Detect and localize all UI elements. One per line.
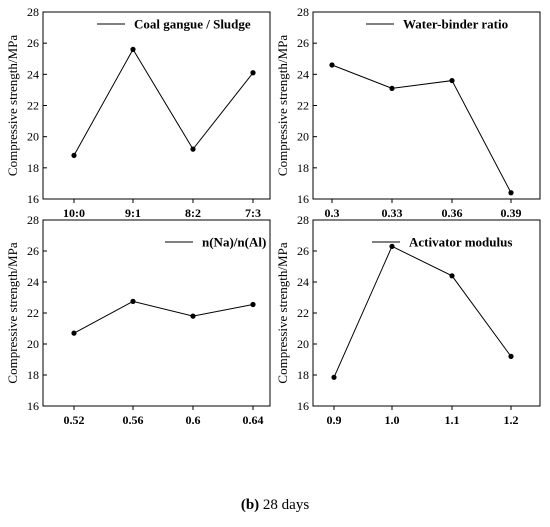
legend-label: Coal gangue / Sludge (134, 17, 251, 32)
x-tick-label: 0.9 (327, 413, 342, 427)
y-tick-label: 22 (27, 306, 39, 320)
series-line (333, 245, 512, 378)
data-point (449, 77, 455, 84)
data-point (389, 243, 395, 249)
plot-frame (42, 11, 271, 200)
data-point (508, 190, 514, 196)
x-tick-label: 0.6 (186, 413, 201, 427)
panel-water-binder-ratio: 16 18 20 22 24 26 28 0.3 0.33 0.36 0.39 Compressive… (275, 5, 541, 220)
y-tick-label: 24 (297, 67, 309, 81)
legend-label: n(Na)/n(Al) (202, 235, 266, 250)
x-tick-label: 0.39 (501, 206, 522, 220)
y-axis-label: Compressive strength/MPa (5, 35, 20, 176)
legend-label: Activator modulus (409, 235, 512, 250)
y-tick-label: 18 (297, 161, 309, 175)
y-axis-label: Compressive strength/MPa (275, 35, 290, 176)
y-tick-label: 22 (297, 99, 309, 113)
x-tick-label: 8:2 (185, 206, 201, 220)
y-axis-label: Compressive strength/MPa (275, 242, 290, 383)
y-tick-label: 16 (297, 192, 309, 206)
figure: 16 18 20 22 24 26 28 10:0 9:1 8:2 7:3 Compressive s… (5, 5, 541, 427)
data-point (389, 85, 395, 91)
y-tick-label: 22 (297, 306, 309, 320)
x-tick-label: 0.33 (382, 206, 403, 220)
data-point (190, 146, 196, 152)
y-tick-label: 28 (297, 213, 309, 227)
y-tick-label: 26 (27, 244, 39, 258)
series-line (73, 48, 254, 156)
caption-text: 28 days (259, 497, 310, 513)
x-tick-label: 0.56 (123, 413, 144, 427)
data-point (190, 313, 196, 319)
data-point (331, 374, 337, 380)
y-tick-label: 24 (297, 275, 309, 289)
figure-caption: (b) 28 days (0, 497, 550, 514)
data-point (250, 301, 256, 308)
x-tick-label: 10:0 (63, 206, 85, 220)
x-tick-label: 1.2 (504, 413, 519, 427)
y-tick-label: 28 (27, 213, 39, 227)
y-tick-label: 24 (27, 275, 39, 289)
data-point (449, 273, 455, 279)
y-tick-label: 18 (27, 368, 39, 382)
data-point (508, 353, 514, 359)
x-tick-label: 0.3 (325, 206, 340, 220)
x-tick-label: 9:1 (125, 206, 141, 220)
x-tick-label: 0.64 (243, 413, 264, 427)
y-tick-label: 20 (27, 130, 39, 144)
data-point (250, 70, 256, 76)
y-tick-label: 28 (297, 5, 309, 19)
y-tick-label: 26 (297, 244, 309, 258)
x-tick-label: 1.0 (385, 413, 400, 427)
legend-label: Water-binder ratio (403, 17, 508, 32)
x-tick-label: 0.52 (64, 413, 85, 427)
x-tick-label: 7:3 (245, 206, 261, 220)
data-point (71, 330, 77, 336)
y-tick-label: 20 (297, 337, 309, 351)
panel-coal-gangue-sludge: 16 18 20 22 24 26 28 10:0 9:1 8:2 7:3 Compressive s… (5, 5, 271, 220)
plot-frame (312, 11, 541, 200)
y-tick-label: 16 (27, 192, 39, 206)
y-tick-label: 20 (297, 130, 309, 144)
data-point (130, 46, 136, 53)
data-point (130, 298, 136, 304)
series-line (73, 300, 254, 334)
data-point (71, 152, 77, 158)
y-tick-label: 26 (297, 36, 309, 50)
y-tick-label: 20 (27, 337, 39, 351)
data-point (329, 62, 335, 68)
series-line (331, 64, 512, 193)
caption-label: (b) (240, 497, 260, 513)
y-axis-label: Compressive strength/MPa (5, 242, 20, 383)
panel-na-al-ratio: 16 18 20 22 24 26 28 0.52 0.56 0.6 0.64 Compressive… (5, 213, 271, 427)
x-tick-label: 0.36 (442, 206, 463, 220)
y-tick-label: 22 (27, 99, 39, 113)
y-tick-label: 24 (27, 67, 39, 81)
y-tick-label: 16 (297, 399, 309, 413)
y-tick-label: 28 (27, 5, 39, 19)
y-tick-label: 26 (27, 36, 39, 50)
y-tick-label: 18 (297, 368, 309, 382)
y-tick-label: 18 (27, 161, 39, 175)
y-tick-label: 16 (27, 399, 39, 413)
panel-activator-modulus: 16 18 20 22 24 26 28 0.9 1.0 1.1 1.2 Compressive st… (275, 213, 541, 427)
x-tick-label: 1.1 (445, 413, 460, 427)
